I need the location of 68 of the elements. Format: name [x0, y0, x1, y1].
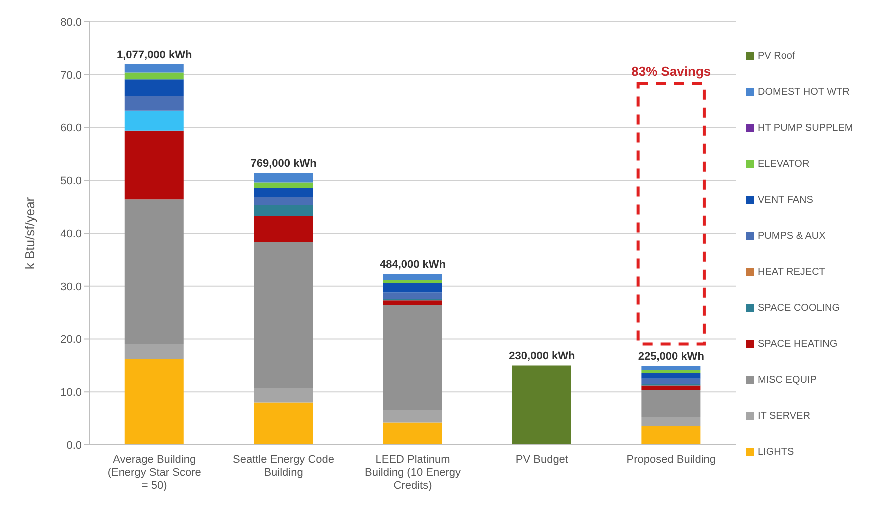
bar — [383, 283, 442, 293]
bar — [642, 390, 701, 418]
annotation: 230,000 kWh — [509, 350, 576, 363]
bar — [254, 402, 314, 445]
bar — [124, 80, 184, 96]
bar — [254, 388, 314, 403]
bar — [642, 418, 701, 426]
bar — [383, 300, 442, 306]
y-tick-label: 60.0 — [60, 122, 82, 135]
bar — [254, 188, 314, 198]
legend-label: ELEVATOR — [758, 158, 810, 170]
bar — [383, 280, 442, 284]
bar — [642, 366, 701, 370]
bar — [383, 292, 442, 300]
x-tick-label: LEED Platinum Building (10 Energy Credits) — [364, 454, 462, 492]
bar — [124, 96, 184, 111]
legend-label: PUMPS & AUX — [758, 230, 826, 242]
bar — [124, 359, 184, 445]
x-tick-label: Seattle Energy Code Building — [233, 454, 335, 479]
legend-label: PV Roof — [758, 50, 796, 62]
legend-label: DOMEST HOT WTR — [758, 86, 850, 98]
annotation: 225,000 kWh — [638, 351, 705, 364]
bar — [383, 410, 442, 423]
y-axis-title: k Btu/sf/year — [22, 196, 38, 270]
legend-label: HT PUMP SUPPLEM — [758, 122, 854, 134]
y-tick-label: 40.0 — [60, 228, 82, 240]
y-tick-label: 50.0 — [60, 176, 82, 188]
bar — [642, 378, 701, 384]
legend-label: LIGHTS — [758, 446, 794, 458]
legend-label: VENT FANS — [758, 194, 814, 206]
bar — [383, 305, 442, 410]
bar — [254, 182, 314, 189]
bar — [642, 370, 701, 374]
legend-label: IT SERVER — [758, 410, 810, 422]
x-tick-label: Proposed Building — [626, 454, 716, 466]
bar — [124, 72, 184, 80]
y-tick-label: 20.0 — [60, 334, 82, 346]
annotation: 769,000 kWh — [250, 158, 318, 170]
bar — [124, 110, 184, 131]
bar — [254, 205, 314, 216]
bar — [383, 274, 442, 280]
bar — [124, 64, 184, 73]
annotation: 484,000 kWh — [380, 259, 446, 272]
y-tick-label: 70.0 — [60, 70, 82, 82]
legend-label: MISC EQUIP — [758, 374, 817, 386]
bar — [642, 386, 701, 391]
bar — [124, 130, 184, 200]
bar — [383, 422, 442, 445]
annotation: 1,077,000 kWh — [116, 49, 192, 62]
bar — [254, 198, 314, 206]
annotation: 83% Savings — [632, 64, 712, 79]
y-tick-label: 10.0 — [60, 387, 82, 400]
bar — [642, 426, 701, 445]
y-tick-label: 30.0 — [60, 281, 82, 294]
bar — [642, 373, 701, 379]
bar — [254, 216, 314, 242]
bar — [254, 242, 314, 388]
x-tick-label: Average Building (Energy Star Score = 50) — [108, 454, 202, 492]
legend-label: SPACE HEATING — [758, 338, 838, 350]
legend-label: SPACE COOLING — [758, 302, 840, 314]
y-tick-label: 80.0 — [60, 16, 82, 29]
bar — [254, 173, 314, 183]
legend-label: HEAT REJECT — [758, 266, 826, 278]
bar — [124, 200, 184, 345]
y-tick-label: 0.0 — [66, 440, 82, 452]
bar — [124, 344, 184, 360]
bar — [512, 366, 572, 445]
x-tick-label: PV Budget — [516, 454, 568, 466]
